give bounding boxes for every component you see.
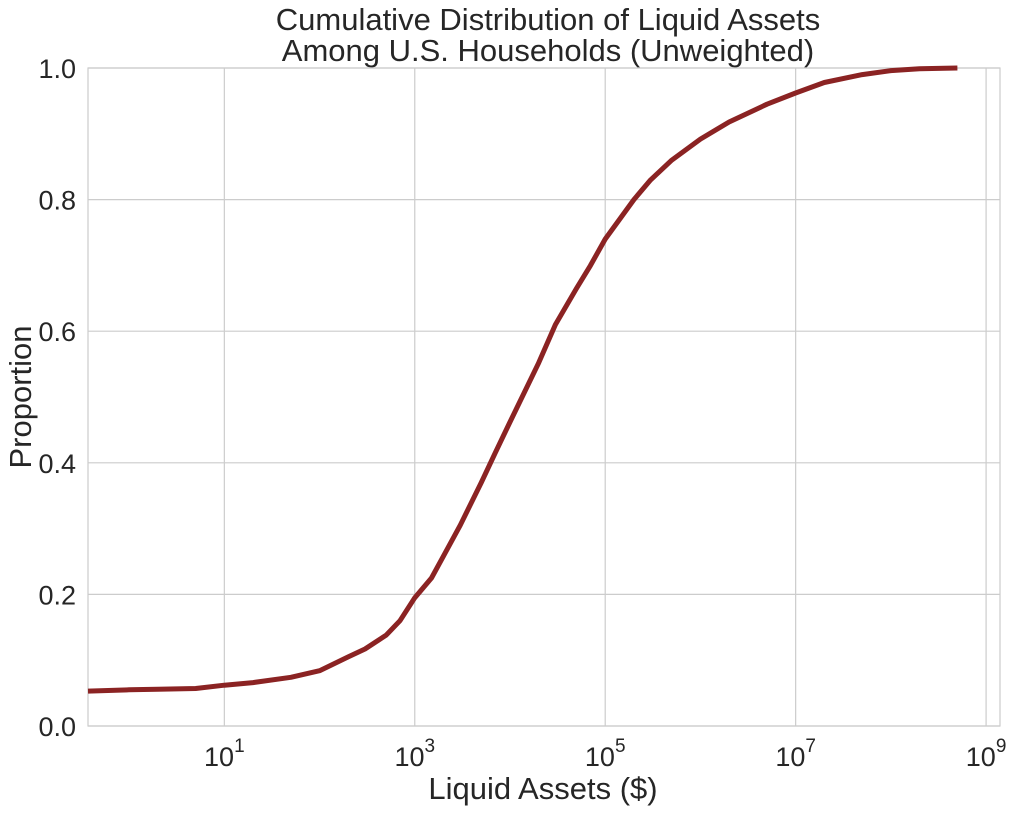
y-tick-label-3: 0.6 <box>38 317 76 347</box>
grid <box>88 67 1000 727</box>
x-tick-label-1: 103 <box>394 736 435 772</box>
x-tick-exponent: 1 <box>234 736 245 757</box>
x-tick-base: 10 <box>585 742 615 772</box>
x-tick-label-0: 101 <box>204 736 245 772</box>
y-tick-label-5: 1.0 <box>38 54 76 84</box>
y-tick-label-4: 0.8 <box>38 186 76 216</box>
plot-frame <box>87 67 1001 727</box>
x-axis-label: Liquid Assets ($) <box>428 771 657 806</box>
x-tick-base: 10 <box>394 742 424 772</box>
chart-title-line-2: Among U.S. Households (Unweighted) <box>282 33 814 68</box>
x-axis-ticks: 101 103 105 107 109 <box>204 736 1006 772</box>
y-axis-label: Proportion <box>3 325 38 468</box>
x-tick-exponent: 7 <box>805 736 816 757</box>
series-line-0 <box>87 65 958 694</box>
y-tick-label-1: 0.2 <box>38 580 76 610</box>
chart-title: Cumulative Distribution of Liquid Assets… <box>276 2 820 68</box>
x-tick-exponent: 5 <box>615 736 626 757</box>
x-tick-label-4: 109 <box>966 736 1007 772</box>
x-tick-label-3: 107 <box>775 736 816 772</box>
series-layer <box>87 65 958 694</box>
x-tick-label-2: 105 <box>585 736 626 772</box>
y-tick-label-2: 0.4 <box>38 449 76 479</box>
x-tick-base: 10 <box>775 742 805 772</box>
y-tick-label-0: 0.0 <box>38 712 76 742</box>
x-tick-exponent: 9 <box>996 736 1007 757</box>
x-tick-exponent: 3 <box>425 736 436 757</box>
chart-title-line-1: Cumulative Distribution of Liquid Assets <box>276 2 820 37</box>
x-tick-base: 10 <box>966 742 996 772</box>
y-axis-ticks: 0.0 0.2 0.4 0.6 0.8 1.0 <box>38 54 76 742</box>
x-tick-base: 10 <box>204 742 234 772</box>
